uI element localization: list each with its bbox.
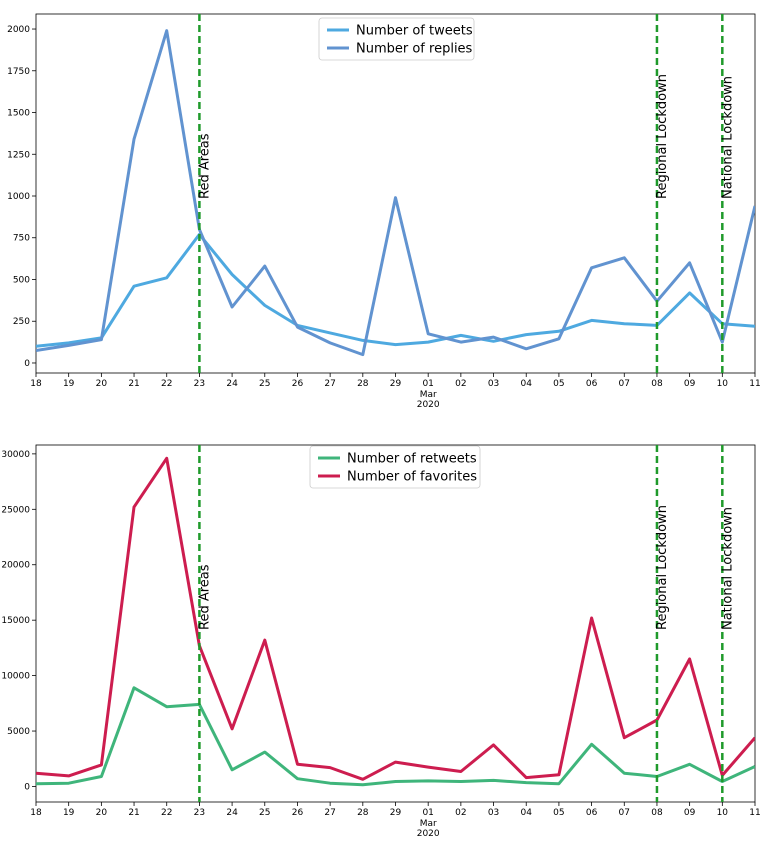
y-tick-label: 0: [24, 359, 30, 369]
x-tick-label: 18: [30, 808, 42, 818]
y-tick-label: 30000: [1, 450, 30, 460]
x-tick-label: 29: [390, 379, 402, 389]
x-tick-label: 10: [717, 808, 729, 818]
event-label-red-areas: Red Areas: [197, 564, 212, 630]
event-label-national-lockdown: National Lockdown: [720, 507, 735, 630]
x-year-label: 2020: [417, 400, 440, 410]
legend-label-number-of-favorites: Number of favorites: [347, 470, 477, 485]
x-tick-label: 27: [324, 379, 335, 389]
plot-frame: [35, 444, 756, 803]
x-tick-label: 27: [324, 808, 335, 818]
x-tick-label: 28: [357, 379, 369, 389]
y-tick-label: 1000: [7, 192, 30, 202]
x-tick-label: 09: [684, 379, 696, 389]
series-line-number-of-favorites: [36, 456, 755, 781]
retweets-favorites-chart: 0 5000 10000 15000 20000 25000 30000 18 19 20 21 22…: [1, 444, 761, 839]
y-tick-label: 15000: [1, 616, 30, 626]
x-tick-label: 08: [651, 379, 663, 389]
x-tick-label: 20: [96, 808, 108, 818]
series-line-number-of-tweets: [36, 232, 755, 348]
x-tick-label: 19: [63, 379, 75, 389]
x-tick-label: 01: [422, 808, 433, 818]
event-label-regional-lockdown: Regional Lockdown: [655, 74, 670, 199]
x-tick-label: 07: [619, 808, 630, 818]
x-tick-label: 04: [521, 808, 533, 818]
plot-frame: [35, 13, 756, 374]
x-tick-label: 09: [684, 808, 696, 818]
y-tick-label: 500: [13, 275, 30, 285]
x-tick-label: 08: [651, 808, 663, 818]
x-tick-label: 28: [357, 808, 369, 818]
x-tick-label: 10: [717, 379, 729, 389]
x-month-label: Mar: [420, 390, 437, 400]
x-tick-label: 21: [128, 379, 139, 389]
tweets-replies-chart: 0 250 500 750 1000 1250 1500 1750 2000 18 19 20 21 22…: [7, 13, 761, 410]
x-tick-label: 06: [586, 808, 598, 818]
x-tick-label: 21: [128, 808, 139, 818]
y-tick-label: 1250: [7, 150, 30, 160]
x-tick-label: 05: [553, 808, 564, 818]
x-tick-label: 01: [422, 379, 433, 389]
x-tick-label: 20: [96, 379, 108, 389]
x-tick-label: 11: [749, 808, 760, 818]
x-tick-label: 22: [161, 808, 172, 818]
series-line-number-of-retweets: [36, 686, 755, 787]
x-year-label: 2020: [417, 829, 440, 839]
legend-box: [309, 445, 481, 489]
y-tick-label: 250: [13, 317, 30, 327]
y-tick-label: 25000: [1, 505, 30, 515]
event-label-national-lockdown: National Lockdown: [720, 76, 735, 199]
x-tick-label: 19: [63, 808, 75, 818]
x-tick-label: 24: [226, 379, 238, 389]
x-tick-label: 26: [292, 808, 304, 818]
x-tick-label: 05: [553, 379, 564, 389]
y-tick-label: 1750: [7, 67, 30, 77]
x-tick-label: 29: [390, 808, 402, 818]
x-tick-label: 02: [455, 808, 466, 818]
x-tick-label: 03: [488, 808, 499, 818]
y-tick-label: 0: [24, 782, 30, 792]
y-tick-label: 1500: [7, 109, 30, 119]
x-tick-label: 11: [749, 379, 760, 389]
x-tick-label: 23: [194, 379, 205, 389]
y-tick-label: 10000: [1, 672, 30, 682]
event-label-red-areas: Red Areas: [197, 133, 212, 199]
x-tick-label: 07: [619, 379, 630, 389]
series-line-number-of-replies: [36, 29, 755, 357]
y-tick-label: 2000: [7, 25, 30, 35]
x-month-label: Mar: [420, 819, 437, 829]
legend-box: [318, 17, 475, 61]
y-tick-label: 750: [13, 234, 30, 244]
x-tick-label: 18: [30, 379, 42, 389]
x-tick-label: 22: [161, 379, 172, 389]
x-tick-label: 23: [194, 808, 205, 818]
legend-label-number-of-replies: Number of replies: [356, 42, 473, 57]
x-tick-label: 04: [521, 379, 533, 389]
x-tick-label: 06: [586, 379, 598, 389]
x-tick-label: 25: [259, 379, 270, 389]
y-tick-label: 5000: [7, 727, 30, 737]
x-tick-label: 02: [455, 379, 466, 389]
legend-label-number-of-retweets: Number of retweets: [347, 452, 477, 467]
y-tick-label: 20000: [1, 561, 30, 571]
x-tick-label: 25: [259, 808, 270, 818]
x-tick-label: 03: [488, 379, 499, 389]
x-tick-label: 24: [226, 808, 238, 818]
x-tick-label: 26: [292, 379, 304, 389]
event-label-regional-lockdown: Regional Lockdown: [655, 505, 670, 630]
legend-label-number-of-tweets: Number of tweets: [356, 24, 473, 39]
